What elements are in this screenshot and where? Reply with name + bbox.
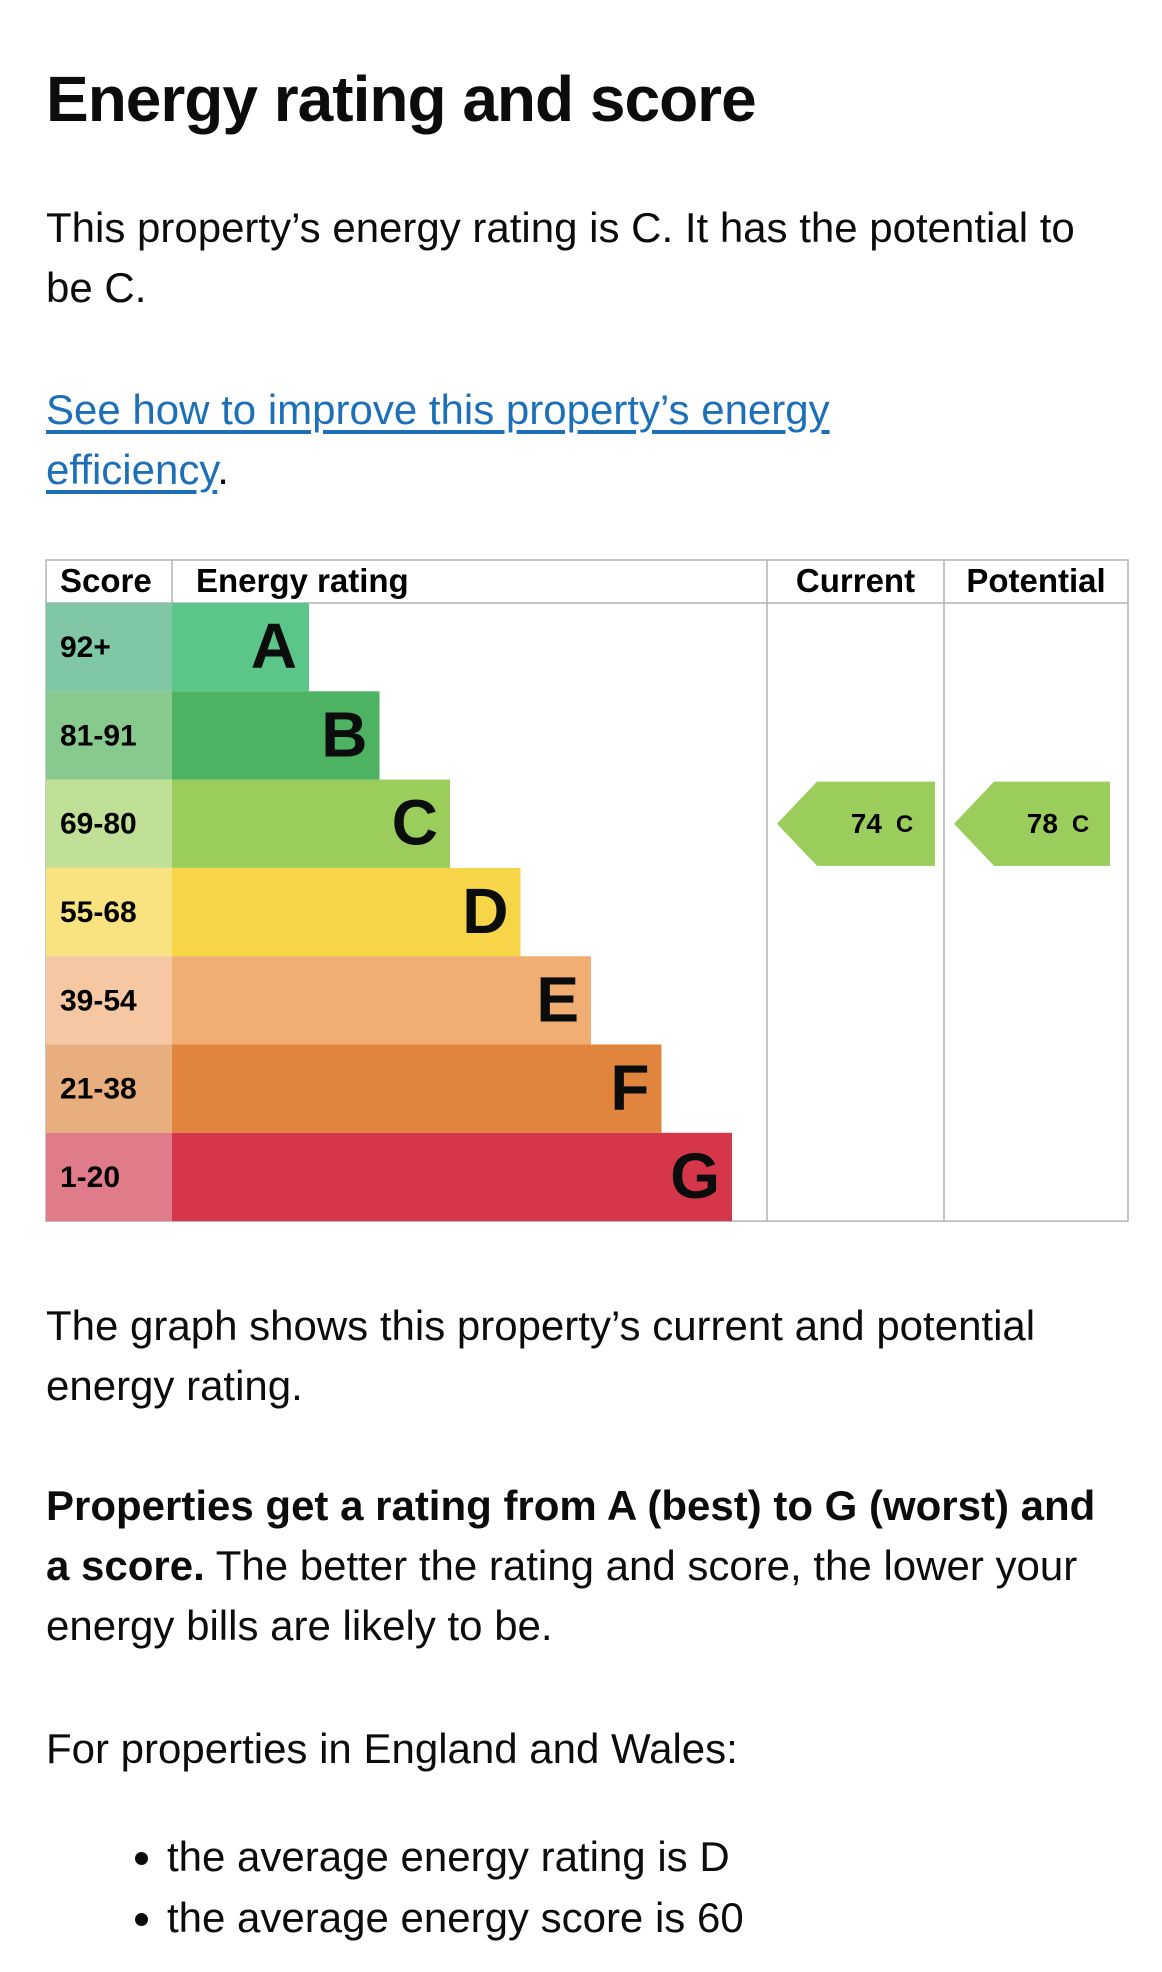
rating-band	[172, 1132, 732, 1222]
column-header: Energy rating	[196, 562, 409, 599]
score-cell	[46, 1132, 172, 1222]
improve-paragraph: See how to improve this property’s energ…	[46, 380, 946, 500]
heading: Energy rating and score	[46, 63, 757, 135]
rating-letter: F	[610, 1052, 649, 1124]
score-cell	[46, 691, 172, 780]
score-range: 69-80	[60, 808, 137, 841]
score-range: 55-68	[60, 896, 137, 929]
england-text: For properties in England and Wales:	[46, 1725, 738, 1772]
rating-letter: D	[462, 875, 508, 947]
potential-label: 78 C	[1027, 808, 1090, 839]
current-rating: C	[896, 811, 913, 838]
properties-text: The better the rating and score, the low…	[46, 1542, 1078, 1649]
rating-band	[172, 603, 309, 692]
current-label: 74 C	[851, 808, 914, 839]
potential-arrow	[954, 781, 1110, 866]
potential-rating: C	[1072, 811, 1089, 838]
score-cell	[46, 779, 172, 868]
column-header: Score	[60, 562, 152, 599]
score-range: 39-54	[60, 984, 137, 1017]
rating-band	[172, 956, 591, 1045]
improve-link[interactable]: See how to improve this property’s energ…	[46, 386, 830, 493]
score-range: 92+	[60, 631, 111, 664]
rating-letter: A	[251, 610, 297, 682]
score-range: 81-91	[60, 719, 137, 752]
score-cell	[46, 867, 172, 957]
link-after: .	[217, 446, 229, 493]
properties-bold: Properties get a rating from A (best) to…	[46, 1482, 1096, 1589]
rating-letter: E	[536, 963, 579, 1035]
column-header: Potential	[966, 562, 1105, 599]
description: The graph shows this property’s current …	[46, 1302, 1036, 1409]
rating-band	[172, 691, 380, 780]
intro: This property’s energy rating is C. It h…	[46, 204, 1075, 311]
energy-graph: Score Energy rating Current Potential 92+ A 81…	[45, 559, 1129, 1222]
bullet-list: the average energy rating is Dthe averag…	[121, 1826, 1162, 1948]
bullet: the average energy rating is D	[167, 1826, 1162, 1887]
rating-band	[172, 867, 521, 957]
score-range: 21-38	[60, 1073, 137, 1106]
properties-paragraph: Properties get a rating from A (best) to…	[46, 1476, 1126, 1656]
score-cell	[46, 1044, 172, 1133]
score-cell	[46, 603, 172, 692]
score-cell	[46, 956, 172, 1045]
current-arrow	[777, 781, 935, 866]
column-header: Current	[796, 562, 915, 599]
potential-score: 78	[1027, 808, 1058, 839]
rating-band	[172, 779, 450, 868]
rating-letter: C	[392, 787, 438, 859]
rating-letter: B	[321, 698, 367, 770]
rating-letter: G	[670, 1140, 720, 1212]
score-range: 1-20	[60, 1161, 120, 1194]
rating-band	[172, 1044, 662, 1133]
current-score: 74	[851, 808, 883, 839]
bullet: the average energy score is 60	[167, 1887, 1162, 1948]
